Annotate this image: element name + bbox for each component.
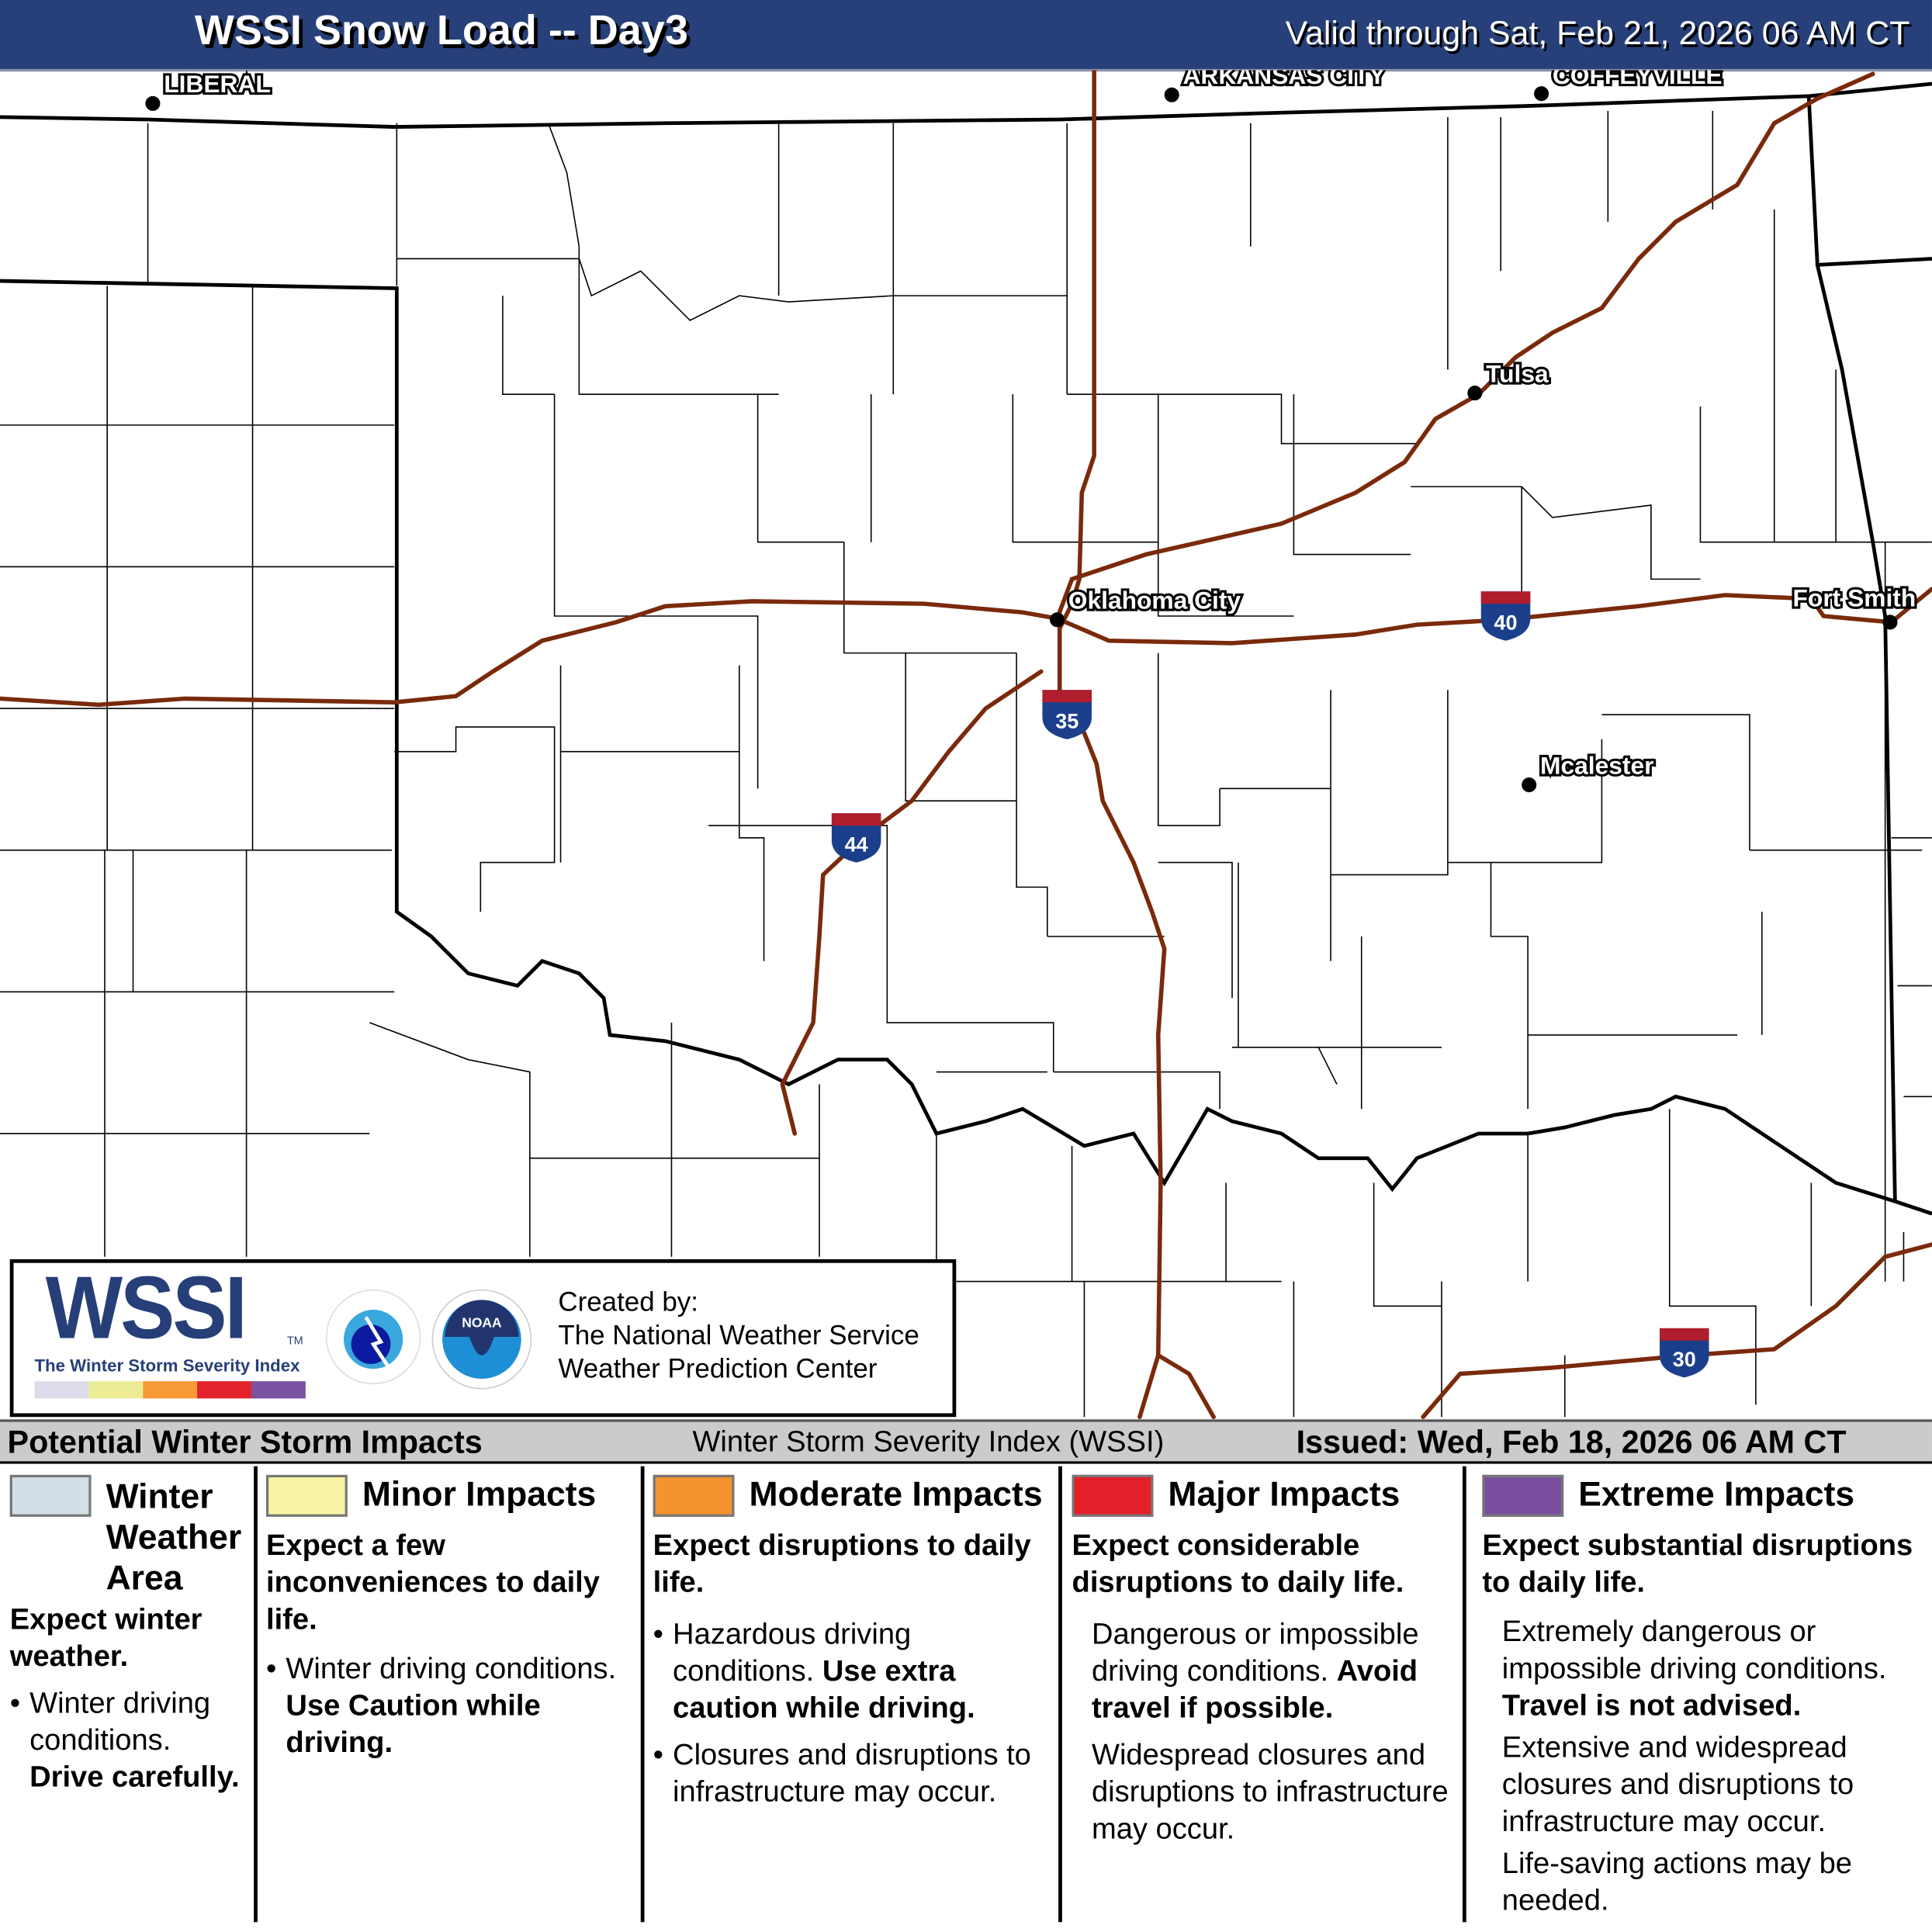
scale-swatch-2 bbox=[88, 1381, 144, 1399]
legend-winter-weather: Winter Weather Area Expect winter weathe… bbox=[9, 1464, 251, 1927]
city-label-tulsa: Tulsa bbox=[1486, 359, 1549, 387]
swatch-major bbox=[1072, 1474, 1154, 1517]
divider bbox=[254, 1466, 258, 1923]
legend-bullet-bold: Use Caution while driving. bbox=[286, 1689, 541, 1760]
highways bbox=[0, 70, 1932, 1419]
legend-bullet: Hazardous driving conditions. bbox=[673, 1618, 912, 1688]
svg-text:35: 35 bbox=[1055, 710, 1079, 733]
city-label-oklahoma-city: Oklahoma City bbox=[1068, 586, 1241, 614]
svg-text:44: 44 bbox=[845, 833, 868, 856]
interstate-40-shield: 40 bbox=[1480, 591, 1531, 641]
legend-summary: Expect substantial disruptions to daily … bbox=[1482, 1529, 1913, 1600]
highway-i40 bbox=[0, 587, 1932, 708]
map: LIBERAL ARKANSAS CITY COFFEYVILLE Tulsa … bbox=[0, 70, 1932, 1419]
nws-logo-icon bbox=[326, 1289, 421, 1385]
legend-summary: Expect disruptions to daily life. bbox=[653, 1529, 1031, 1600]
legend-bullet: Winter driving conditions. bbox=[286, 1652, 617, 1686]
scale-swatch-5 bbox=[251, 1381, 306, 1399]
swatch-extreme bbox=[1482, 1474, 1564, 1517]
trademark: TM bbox=[287, 1334, 303, 1347]
legend-bullet: Dangerous or impossible driving conditio… bbox=[1091, 1618, 1419, 1688]
legend-extreme: Extreme Impacts Expect substantial disru… bbox=[1482, 1464, 1926, 1927]
legend-heading: Potential Winter Storm Impacts bbox=[7, 1423, 483, 1460]
legend-bullet-bold: Travel is not advised. bbox=[1501, 1689, 1802, 1723]
noaa-logo-icon: NOAA bbox=[431, 1289, 532, 1390]
credits: Created by: The National Weather Service… bbox=[558, 1285, 919, 1385]
created-by-label: Created by: bbox=[558, 1286, 698, 1317]
legend-summary: Expect a few inconveniences to daily lif… bbox=[266, 1529, 600, 1636]
issued-time: Issued: Wed, Feb 18, 2026 06 AM CT bbox=[1296, 1423, 1847, 1460]
highway-i35 bbox=[1057, 70, 1167, 1419]
city-label-arkansas-city: ARKANSAS CITY bbox=[1182, 71, 1385, 89]
highway-i44-sw bbox=[780, 669, 1044, 1136]
wssi-subtitle: The Winter Storm Severity Index bbox=[34, 1355, 300, 1376]
city-markers bbox=[145, 86, 1898, 793]
svg-text:40: 40 bbox=[1494, 611, 1518, 634]
logo-box: WSSI TM The Winter Storm Severity Index … bbox=[9, 1259, 957, 1418]
legend-summary: Expect considerable disruptions to daily… bbox=[1072, 1529, 1404, 1600]
map-title: WSSI Snow Load -- Day3 bbox=[194, 7, 688, 54]
city-label-liberal: LIBERAL bbox=[164, 71, 271, 99]
legend-title: Major Impacts bbox=[1168, 1474, 1401, 1514]
header-bar: WSSI Snow Load -- Day3 Valid through Sat… bbox=[0, 0, 1932, 72]
legend-bullet: Winter driving conditions. bbox=[29, 1686, 211, 1757]
svg-text:30: 30 bbox=[1673, 1348, 1696, 1371]
legend-bullet-bold: Use extra caution while driving. bbox=[673, 1654, 975, 1726]
legend-moderate: Moderate Impacts Expect disruptions to d… bbox=[653, 1464, 1054, 1927]
county-lines bbox=[0, 110, 1932, 1418]
divider bbox=[1058, 1466, 1062, 1923]
legend-bullet: Life-saving actions may be needed. bbox=[1501, 1847, 1853, 1917]
divider bbox=[640, 1466, 645, 1923]
divider bbox=[1462, 1466, 1466, 1923]
legend-title: Minor Impacts bbox=[362, 1474, 597, 1514]
valid-time: Valid through Sat, Feb 21, 2026 06 AM CT bbox=[1285, 15, 1910, 52]
interstate-44-shield: 44 bbox=[831, 813, 881, 863]
highway-i30 bbox=[1421, 1242, 1932, 1419]
scale-swatch-1 bbox=[34, 1381, 89, 1399]
scale-swatch-3 bbox=[143, 1381, 198, 1399]
legend-title: Extreme Impacts bbox=[1578, 1474, 1855, 1514]
legend-bullet-bold: Avoid travel if possible. bbox=[1091, 1654, 1418, 1726]
city-label-fort-smith: Fort Smith bbox=[1793, 583, 1916, 611]
city-label-mcalester: Mcalester bbox=[1540, 751, 1653, 779]
legend-header-bar: Potential Winter Storm Impacts Winter St… bbox=[0, 1419, 1932, 1464]
legend-bullet: Extensive and widespread closures and di… bbox=[1501, 1731, 1854, 1839]
wssi-label: Winter Storm Severity Index (WSSI) bbox=[692, 1425, 1165, 1459]
swatch-winter-weather bbox=[9, 1474, 92, 1517]
credit-wpc: Weather Prediction Center bbox=[558, 1352, 878, 1384]
legend-major: Major Impacts Expect considerable disrup… bbox=[1072, 1464, 1460, 1927]
highway-i44 bbox=[1054, 71, 1875, 621]
legend-summary: Expect winter weather. bbox=[9, 1602, 203, 1674]
legend-bullet: Closures and disruptions to infrastructu… bbox=[653, 1737, 1047, 1811]
legend-bullet: Widespread closures and disruptions to i… bbox=[1091, 1738, 1449, 1846]
city-label-coffeyville: COFFEYVILLE bbox=[1553, 71, 1723, 89]
swatch-moderate bbox=[653, 1474, 735, 1517]
svg-text:NOAA: NOAA bbox=[462, 1314, 502, 1330]
legend-title: Moderate Impacts bbox=[749, 1474, 1043, 1514]
state-borders bbox=[0, 81, 1932, 1216]
scale-swatch-4 bbox=[197, 1381, 251, 1399]
legend-bullet: Extremely dangerous or impossible drivin… bbox=[1501, 1615, 1887, 1686]
legend-title: Winter Weather Area bbox=[106, 1477, 242, 1598]
legend-minor: Minor Impacts Expect a few inconvenience… bbox=[266, 1464, 635, 1927]
interstate-35-shield: 35 bbox=[1042, 690, 1092, 739]
wssi-logo: WSSI bbox=[45, 1259, 248, 1358]
interstate-30-shield: 30 bbox=[1660, 1328, 1709, 1378]
legend-bullet-bold: Drive carefully. bbox=[29, 1761, 240, 1795]
credit-nws: The National Weather Service bbox=[558, 1319, 919, 1351]
swatch-minor bbox=[266, 1474, 348, 1517]
